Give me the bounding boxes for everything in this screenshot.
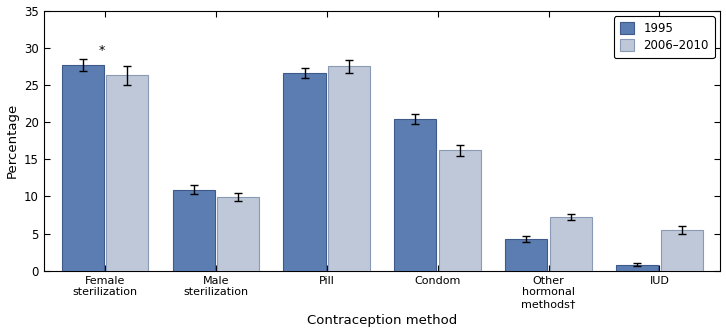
Bar bbox=[439, 151, 481, 271]
Bar bbox=[394, 119, 436, 271]
Bar bbox=[62, 65, 104, 271]
Bar bbox=[661, 230, 703, 271]
Y-axis label: Percentage: Percentage bbox=[6, 103, 19, 178]
Bar bbox=[173, 190, 215, 271]
Bar bbox=[217, 197, 259, 271]
X-axis label: Contraception method: Contraception method bbox=[307, 314, 457, 327]
Bar bbox=[550, 217, 592, 271]
Bar bbox=[283, 73, 325, 271]
Text: *: * bbox=[99, 44, 105, 57]
Legend: 1995, 2006–2010: 1995, 2006–2010 bbox=[613, 16, 714, 58]
Bar bbox=[106, 75, 148, 271]
Bar bbox=[616, 265, 658, 271]
Bar bbox=[328, 66, 370, 271]
Bar bbox=[505, 239, 547, 271]
